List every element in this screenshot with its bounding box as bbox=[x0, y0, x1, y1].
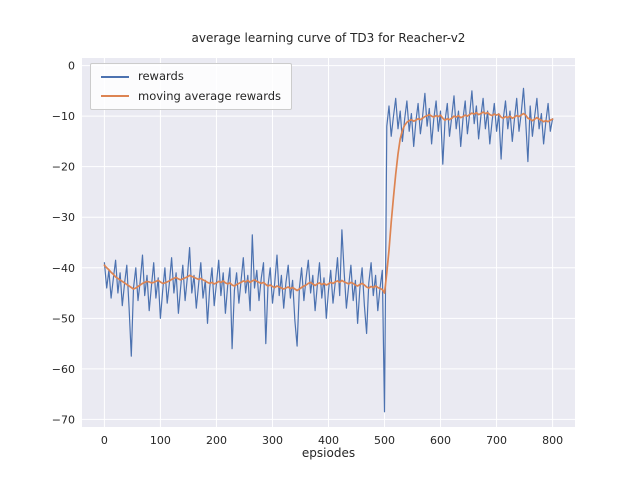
x-tick-label: 300 bbox=[262, 434, 283, 447]
rewards-line-swatch bbox=[101, 75, 129, 78]
y-tick-label: −10 bbox=[52, 110, 75, 123]
series-lines bbox=[103, 87, 554, 413]
rewards-line bbox=[103, 87, 554, 413]
legend-item-moving-average: moving average rewards bbox=[101, 88, 282, 103]
y-tick-label: −60 bbox=[52, 363, 75, 376]
y-tick-label: 0 bbox=[68, 60, 75, 73]
y-tick-label: −50 bbox=[52, 312, 75, 325]
y-tick-label: −70 bbox=[52, 413, 75, 426]
x-tick-label: 600 bbox=[430, 434, 451, 447]
legend-label-rewards: rewards bbox=[138, 69, 184, 83]
y-tick-label: −20 bbox=[52, 161, 75, 174]
moving-average-line-swatch bbox=[101, 95, 129, 98]
y-tick-label: −30 bbox=[52, 211, 75, 224]
legend: rewards moving average rewards bbox=[90, 63, 293, 110]
legend-item-rewards: rewards bbox=[101, 69, 281, 83]
moving-average-line bbox=[103, 111, 554, 294]
chart-title: average learning curve of TD3 for Reache… bbox=[191, 31, 466, 45]
x-axis-label: epsiodes bbox=[301, 446, 356, 460]
x-tick-label: 500 bbox=[374, 434, 395, 447]
x-tick-label: 800 bbox=[542, 434, 563, 447]
x-tick-label: 100 bbox=[150, 434, 171, 447]
legend-label-moving-average: moving average rewards bbox=[138, 88, 282, 103]
x-tick-label: 400 bbox=[318, 434, 339, 447]
x-tick-label: 0 bbox=[101, 434, 108, 447]
tick-labels: 0 100 200 300 400 500 600 700 800 0 −10 −20 −30 −40 −5… bbox=[52, 60, 563, 447]
x-tick-label: 200 bbox=[206, 434, 227, 447]
x-tick-label: 700 bbox=[486, 434, 507, 447]
y-tick-label: −40 bbox=[52, 262, 75, 275]
